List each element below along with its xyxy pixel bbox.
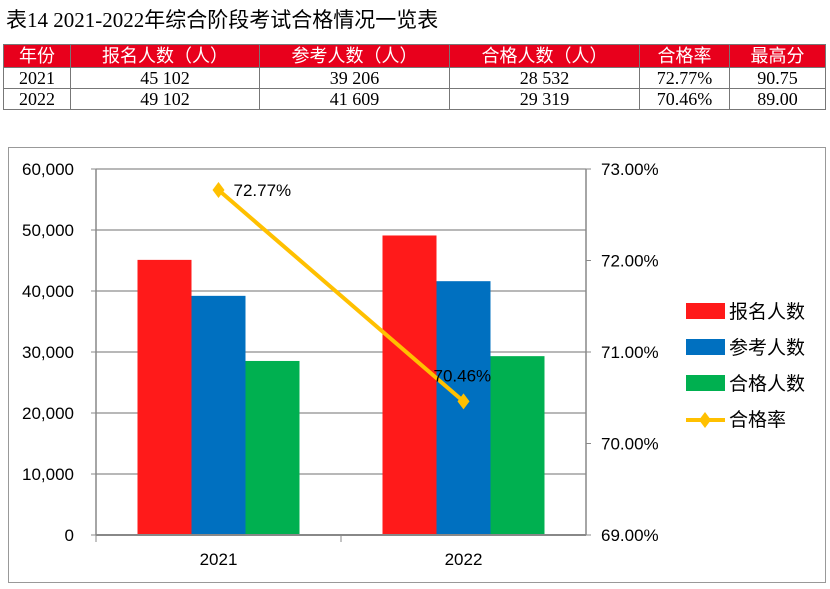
right-tick-label: 71.00%	[601, 343, 659, 362]
bar-报名人数	[382, 235, 437, 536]
table-row: 2021 45 102 39 206 28 532 72.77% 90.75	[3, 67, 826, 89]
bar-参考人数	[191, 295, 246, 535]
header-cell: 合格人数（人）	[449, 44, 640, 68]
right-tick-label: 73.00%	[601, 160, 659, 179]
line-合格率	[217, 188, 465, 403]
cell: 89.00	[729, 88, 826, 110]
cell: 49 102	[70, 88, 260, 110]
header-cell: 合格率	[639, 44, 730, 68]
cell: 41 609	[259, 88, 450, 110]
cell: 70.46%	[639, 88, 730, 110]
right-tick-label: 70.00%	[601, 435, 659, 454]
table-title: 表14 2021-2022年综合阶段考试合格情况一览表	[6, 8, 439, 32]
legend-label: 合格率	[729, 409, 786, 431]
bar-合格人数	[245, 360, 300, 535]
x-tick-label: 2022	[445, 550, 483, 569]
left-tick-label: 40,000	[22, 282, 74, 301]
table-row: 2022 49 102 41 609 29 319 70.46% 89.00	[3, 88, 826, 110]
header-cell: 最高分	[729, 44, 826, 68]
summary-table: 年份 报名人数（人） 参考人数（人） 合格人数（人） 合格率 最高分 2021 …	[3, 44, 826, 110]
data-label: 70.46%	[434, 366, 492, 385]
bar-报名人数	[137, 259, 192, 535]
header-cell: 参考人数（人）	[259, 44, 450, 68]
legend-marker	[699, 412, 711, 428]
legend-label: 合格人数	[729, 373, 805, 395]
left-tick-label: 60,000	[22, 160, 74, 179]
header-cell: 报名人数（人）	[70, 44, 260, 68]
right-tick-label: 72.00%	[601, 252, 659, 271]
legend-swatch	[686, 339, 725, 355]
table-header-row: 年份 报名人数（人） 参考人数（人） 合格人数（人） 合格率 最高分	[3, 44, 826, 68]
legend-swatch	[686, 375, 725, 391]
chart-frame	[8, 147, 826, 583]
left-tick-label: 0	[65, 526, 74, 545]
line-marker	[212, 182, 225, 199]
left-tick-label: 10,000	[22, 465, 74, 484]
x-tick-label: 2021	[200, 550, 238, 569]
line-marker	[457, 393, 470, 410]
left-tick-label: 30,000	[22, 343, 74, 362]
legend-swatch	[686, 303, 725, 319]
data-label: 72.77%	[234, 181, 292, 200]
left-tick-label: 50,000	[22, 221, 74, 240]
bar-合格人数	[490, 356, 545, 535]
legend-label: 参考人数	[729, 337, 805, 359]
cell: 45 102	[70, 67, 260, 89]
right-tick-label: 69.00%	[601, 526, 659, 545]
left-tick-label: 20,000	[22, 404, 74, 423]
cell: 29 319	[449, 88, 640, 110]
cell: 2022	[3, 88, 71, 110]
legend-label: 报名人数	[729, 301, 805, 323]
